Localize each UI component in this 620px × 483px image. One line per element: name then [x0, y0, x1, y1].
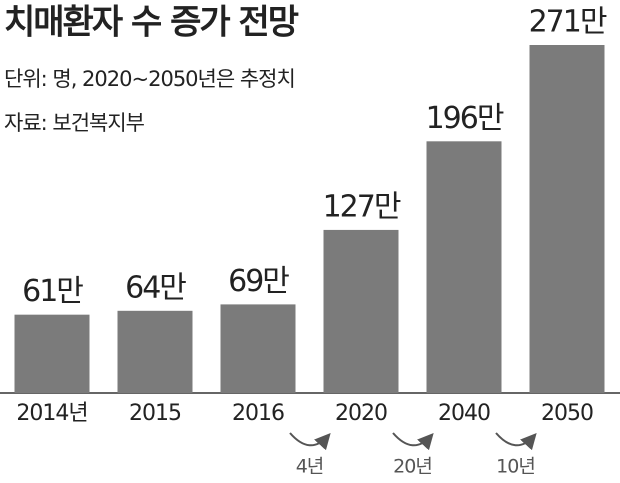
- bar: [529, 45, 605, 393]
- bar: [426, 141, 502, 393]
- interval-label: 20년: [393, 456, 432, 478]
- arrow: [289, 432, 331, 451]
- value-label: 61만: [22, 274, 83, 309]
- chart-title: 치매환자 수 증가 전망: [4, 3, 299, 43]
- bar: [220, 304, 296, 393]
- arrow: [392, 432, 434, 451]
- x-tick-label: 2040: [438, 401, 490, 426]
- interval-label: 4년: [296, 456, 324, 478]
- subtitle: 단위: 명, 2020~2050년은 추정치: [4, 67, 295, 91]
- value-label: 196만: [426, 101, 504, 136]
- value-label: 271만: [529, 5, 607, 40]
- x-tick-label: 2016: [232, 401, 284, 426]
- arrow: [495, 432, 537, 451]
- x-tick-label: 2050: [541, 401, 593, 426]
- x-tick-label: 2020: [335, 401, 387, 426]
- x-tick-label: 2014년: [16, 401, 87, 426]
- value-label: 69만: [228, 264, 289, 299]
- bar: [117, 310, 193, 393]
- source: 자료: 보건복지부: [4, 111, 145, 135]
- value-label: 64만: [125, 270, 186, 305]
- x-tick-label: 2015: [129, 401, 181, 426]
- value-label: 127만: [323, 189, 401, 224]
- bar: [323, 229, 399, 393]
- interval-label: 10년: [496, 456, 535, 478]
- bar: [14, 314, 90, 393]
